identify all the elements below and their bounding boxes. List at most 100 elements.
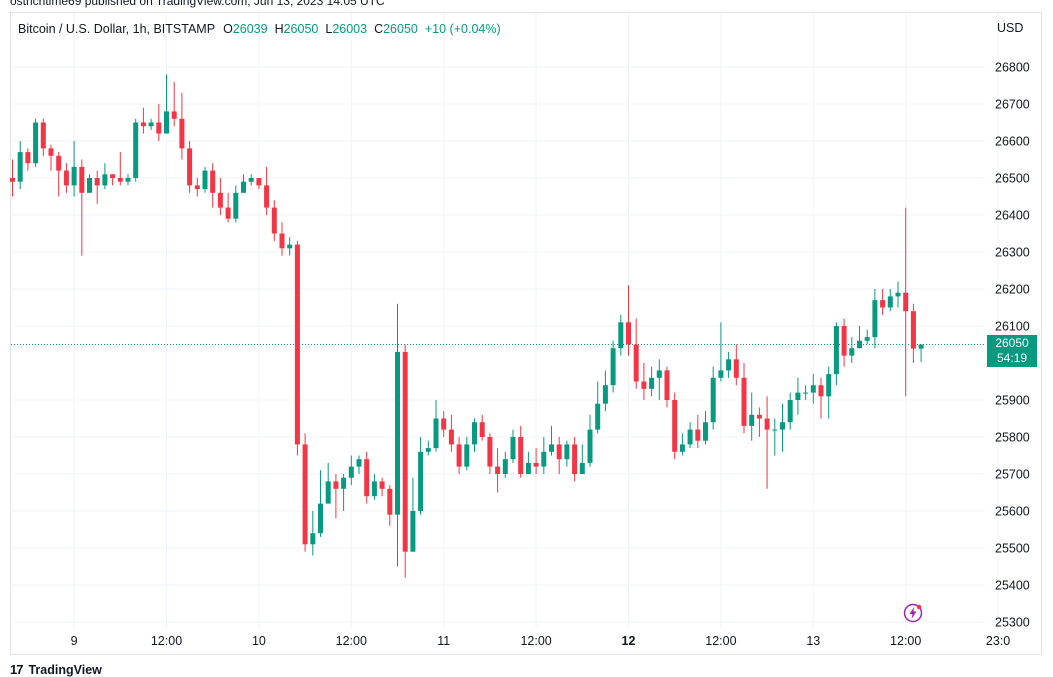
candle-body bbox=[356, 459, 362, 467]
candle-body bbox=[164, 111, 169, 134]
candle-body bbox=[87, 178, 92, 193]
candle-body bbox=[318, 503, 323, 534]
candle-body bbox=[895, 292, 901, 297]
candle bbox=[626, 285, 631, 356]
currency-label[interactable]: USD bbox=[997, 21, 1024, 35]
candle bbox=[549, 425, 554, 456]
candle bbox=[294, 240, 300, 456]
candle-body bbox=[25, 152, 31, 164]
y-tick-label: 25900 bbox=[995, 394, 1030, 408]
x-tick-label: 23:0 bbox=[986, 634, 1010, 648]
candle bbox=[217, 178, 223, 215]
candle-body bbox=[741, 377, 747, 426]
candle-body bbox=[618, 322, 624, 349]
candle-body bbox=[610, 348, 616, 386]
candle-body bbox=[71, 166, 77, 186]
candle bbox=[679, 433, 685, 456]
candle bbox=[841, 318, 847, 367]
candle bbox=[741, 363, 747, 434]
candle bbox=[202, 166, 208, 193]
candle bbox=[264, 166, 270, 215]
candle-body bbox=[833, 326, 839, 375]
candle bbox=[656, 359, 662, 400]
candle-body bbox=[441, 418, 447, 430]
candle-body bbox=[595, 403, 601, 430]
candle bbox=[348, 455, 354, 486]
candle bbox=[910, 303, 916, 363]
candle bbox=[895, 281, 901, 308]
candle-body bbox=[756, 414, 762, 419]
price-axis[interactable]: 26800 26700 26600 26500 26400 26300 26200 26100… bbox=[995, 61, 1030, 630]
candle-body bbox=[826, 374, 832, 397]
candle bbox=[810, 374, 816, 404]
candle-body bbox=[464, 444, 470, 467]
x-tick-label: 12:00 bbox=[705, 634, 736, 648]
candle bbox=[164, 74, 169, 134]
candle-body bbox=[40, 122, 46, 149]
candle-body bbox=[210, 170, 216, 193]
candle bbox=[241, 174, 246, 193]
candle-body bbox=[125, 178, 131, 182]
candle bbox=[418, 437, 424, 515]
y-tick-label: 25800 bbox=[995, 431, 1030, 445]
candle-body bbox=[187, 148, 193, 186]
close-key: C bbox=[374, 22, 384, 36]
candle bbox=[857, 326, 862, 349]
candle-body bbox=[556, 444, 562, 460]
candle-body bbox=[202, 170, 208, 190]
candle bbox=[795, 377, 801, 415]
candle bbox=[425, 440, 431, 456]
candle bbox=[872, 289, 878, 349]
candle bbox=[472, 418, 477, 452]
chart-frame bbox=[10, 12, 1042, 655]
candle bbox=[87, 174, 92, 193]
y-tick-label: 25700 bbox=[995, 468, 1030, 482]
candle-body bbox=[772, 429, 778, 431]
candle-body bbox=[525, 462, 531, 474]
candle bbox=[726, 351, 732, 378]
candle bbox=[402, 344, 408, 578]
tradingview-logo[interactable]: 17 TradingView bbox=[10, 662, 102, 677]
candle bbox=[641, 363, 647, 400]
candle-body bbox=[672, 400, 678, 452]
candle-body bbox=[656, 370, 662, 378]
high-value: 26050 bbox=[283, 22, 319, 36]
symbol-title[interactable]: Bitcoin / U.S. Dollar, 1h, BITSTAMP bbox=[18, 22, 216, 36]
candle-body bbox=[818, 385, 824, 397]
flash-icon[interactable] bbox=[903, 603, 923, 623]
candle bbox=[194, 178, 200, 197]
candle bbox=[79, 159, 85, 256]
candle bbox=[318, 470, 323, 537]
candle-body bbox=[726, 359, 732, 371]
candle bbox=[610, 340, 616, 393]
candle-body bbox=[733, 359, 739, 378]
candle bbox=[833, 322, 839, 386]
candle bbox=[187, 141, 193, 193]
candle bbox=[718, 322, 724, 382]
candle bbox=[903, 207, 909, 397]
y-tick-label: 26800 bbox=[995, 61, 1030, 75]
candle bbox=[495, 448, 501, 493]
last-price-value: 26050 bbox=[995, 336, 1029, 350]
time-axis[interactable]: 9 12:00 10 12:00 11 12:00 12 12:00 13 12:00 23:0 bbox=[71, 634, 1011, 648]
candle bbox=[287, 237, 293, 256]
candle bbox=[664, 366, 670, 408]
candle-body bbox=[341, 477, 347, 489]
candle-body bbox=[487, 437, 493, 467]
candle-body bbox=[502, 459, 508, 474]
candle-body bbox=[910, 311, 916, 349]
candle bbox=[787, 392, 793, 430]
candle bbox=[271, 200, 277, 241]
candle-body bbox=[33, 122, 39, 164]
candle bbox=[117, 152, 123, 186]
candle bbox=[703, 411, 708, 445]
candle bbox=[595, 381, 601, 434]
candle-body bbox=[179, 118, 185, 149]
candle-body bbox=[572, 444, 578, 474]
candle-body bbox=[395, 351, 400, 515]
x-tick-label: 12:00 bbox=[336, 634, 367, 648]
close-value: 26050 bbox=[383, 22, 418, 36]
candle bbox=[918, 344, 924, 362]
y-tick-label: 26600 bbox=[995, 135, 1030, 149]
